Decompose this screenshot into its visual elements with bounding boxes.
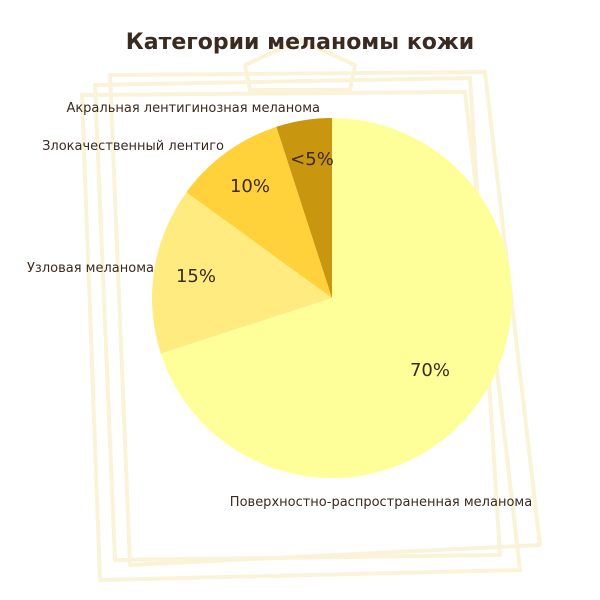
slice-value-label: 10%	[230, 176, 270, 197]
pie-slice	[160, 118, 513, 478]
slice-category-label: Злокачественный лентиго	[42, 139, 224, 154]
slice-value-label: 70%	[410, 360, 450, 381]
pie-slice	[276, 118, 332, 298]
slice-category-label: Поверхностно-распространенная меланома	[230, 495, 532, 510]
slice-value-label: 15%	[176, 266, 216, 287]
slice-category-label: Узловая меланома	[27, 261, 154, 276]
pie-slice	[152, 192, 332, 354]
pie-slice	[186, 126, 332, 298]
slice-value-label: <5%	[290, 149, 334, 170]
chart-title: Категории меланомы кожи	[125, 30, 475, 55]
slice-category-label: Акральная лентигинозная меланома	[66, 101, 320, 116]
